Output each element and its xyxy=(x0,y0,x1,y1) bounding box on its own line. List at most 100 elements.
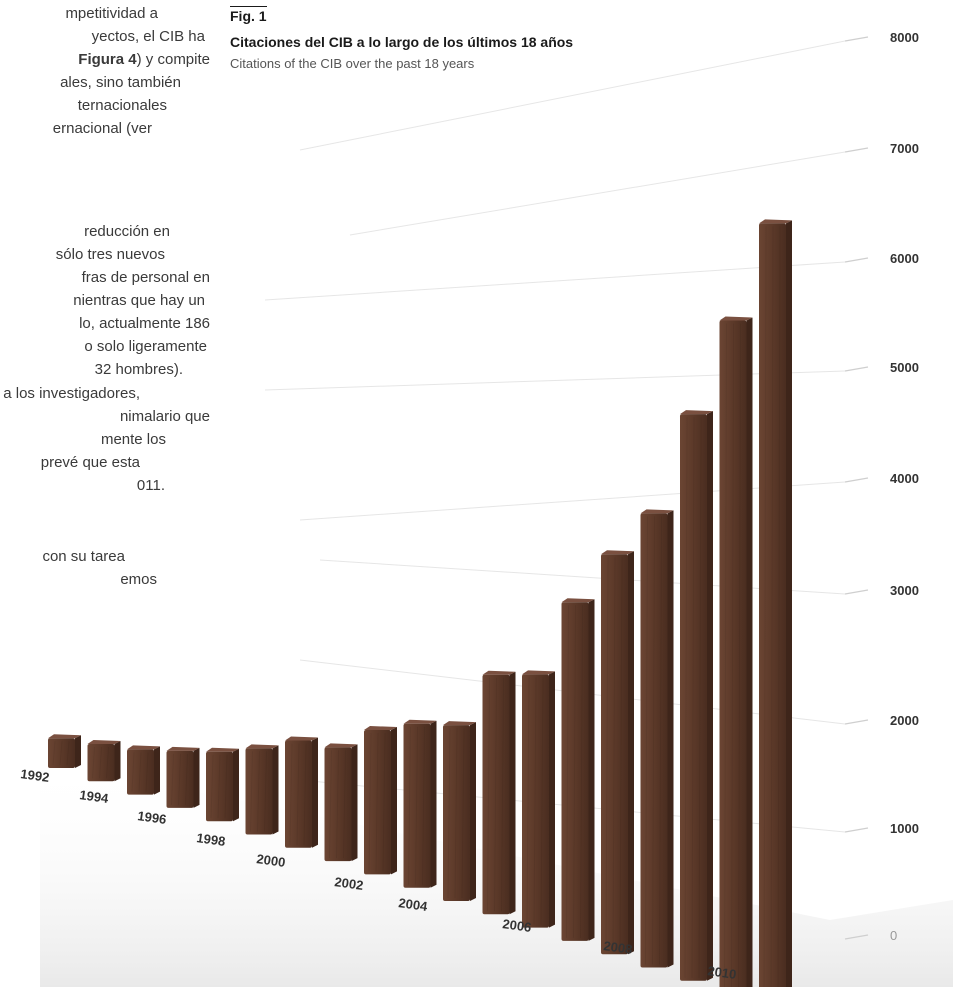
bar-grain xyxy=(52,741,56,766)
bar-grain xyxy=(106,746,109,779)
bar-top xyxy=(87,740,121,745)
y-tick-label: 3000 xyxy=(890,583,919,598)
x-tick-label: 2004 xyxy=(398,895,429,914)
bar-grain xyxy=(738,323,741,987)
bar-grain xyxy=(131,752,135,792)
bar-grain xyxy=(645,516,648,965)
bar-top xyxy=(206,747,239,752)
body-line: prevé que esta xyxy=(0,451,140,474)
body-text-segment: emos xyxy=(120,571,157,588)
bar-side xyxy=(193,747,200,808)
bar-grain xyxy=(99,746,102,779)
body-text-segment: 011. xyxy=(136,477,165,494)
body-line: 32 hombres). xyxy=(0,358,183,381)
bar-grain xyxy=(684,417,688,978)
bar xyxy=(364,726,397,875)
bar-side xyxy=(312,737,318,848)
bar-side xyxy=(746,317,753,987)
x-tick-label: 2006 xyxy=(502,916,533,935)
bar-grain xyxy=(770,226,774,987)
bar-top xyxy=(680,410,713,415)
body-line: mente los xyxy=(0,428,166,451)
bar xyxy=(680,410,713,981)
bar-grain xyxy=(375,732,379,872)
body-text-segment: nientras que hay un xyxy=(73,292,205,309)
y-grid-stub xyxy=(844,719,869,725)
bar-grain xyxy=(145,752,149,792)
y-grid-line xyxy=(264,370,846,391)
bar xyxy=(166,746,200,808)
bar-side xyxy=(233,748,239,822)
bar-grain xyxy=(777,226,781,987)
y-tick-label: 2000 xyxy=(890,713,919,728)
bar-top xyxy=(324,743,358,748)
bar-grain xyxy=(447,728,451,899)
y-tick-label: 8000 xyxy=(890,30,919,45)
y-tick-label: 6000 xyxy=(890,251,919,266)
bar-side xyxy=(272,745,279,835)
bar-face xyxy=(640,513,668,968)
body-text-segment: nimalario que xyxy=(119,408,210,425)
bar xyxy=(245,744,279,835)
bar-face xyxy=(482,674,510,915)
bar-grain xyxy=(382,732,386,872)
bar xyxy=(759,219,792,987)
body-text-segment: mente los xyxy=(100,431,166,448)
chart-subtitle: Citations of the CIB over the past 18 ye… xyxy=(230,56,475,71)
bar-grain xyxy=(408,726,411,885)
bar-grain xyxy=(619,557,623,952)
y-grid-line xyxy=(299,481,846,521)
bar-grain xyxy=(224,754,228,819)
body-line: con su tarea xyxy=(0,545,125,568)
bar-grain xyxy=(336,750,339,859)
x-tick-label: 1996 xyxy=(137,808,168,827)
bar xyxy=(561,598,595,941)
x-tick-label: 2010 xyxy=(707,963,738,982)
y-grid-stub xyxy=(844,827,869,833)
bar-side xyxy=(786,220,792,987)
bar xyxy=(482,670,516,915)
bar-grain xyxy=(461,728,465,899)
y-grid-line xyxy=(349,151,846,236)
y-tick-label: 7000 xyxy=(890,141,919,156)
body-line: fras de personal en xyxy=(0,266,210,289)
bar-grain xyxy=(329,750,332,859)
body-text-segment: a los investigadores, xyxy=(3,385,140,402)
bar-grain xyxy=(422,726,425,885)
bar-grain xyxy=(566,605,569,938)
body-line: a los investigadores, xyxy=(0,382,140,405)
bar-side xyxy=(430,720,437,888)
bar-grain xyxy=(66,741,70,766)
bar xyxy=(48,734,81,768)
body-text-segment: o solo ligeramente xyxy=(84,338,207,355)
bar-face xyxy=(324,747,352,862)
y-grid-stub xyxy=(844,147,869,153)
bar-face xyxy=(403,723,431,888)
body-text-segment: con su tarea xyxy=(42,548,125,565)
bar-side xyxy=(707,411,713,981)
bar-face xyxy=(561,602,589,941)
bar xyxy=(206,747,239,822)
bar-grain xyxy=(59,741,63,766)
body-line: yectos, el CIB ha xyxy=(0,25,205,48)
bar-top xyxy=(166,746,200,751)
bar xyxy=(601,550,634,955)
bar-grain xyxy=(178,753,181,805)
bar-top xyxy=(601,550,634,555)
y-grid-stub xyxy=(844,934,869,940)
bar-side xyxy=(588,599,595,941)
bar-grain xyxy=(264,751,267,832)
x-tick-label: 1994 xyxy=(79,787,110,806)
bar-side xyxy=(628,551,634,955)
body-line: ales, sino también xyxy=(0,71,181,94)
bar-face xyxy=(364,730,391,875)
bar-side xyxy=(391,727,397,875)
bar-top xyxy=(759,219,792,224)
y-grid-line xyxy=(299,40,846,151)
bar-grain xyxy=(487,677,490,912)
y-tick-label: 1000 xyxy=(890,821,919,836)
y-grid-stub xyxy=(844,589,869,595)
bar-face xyxy=(719,320,747,987)
x-tick-label: 1992 xyxy=(20,766,51,785)
